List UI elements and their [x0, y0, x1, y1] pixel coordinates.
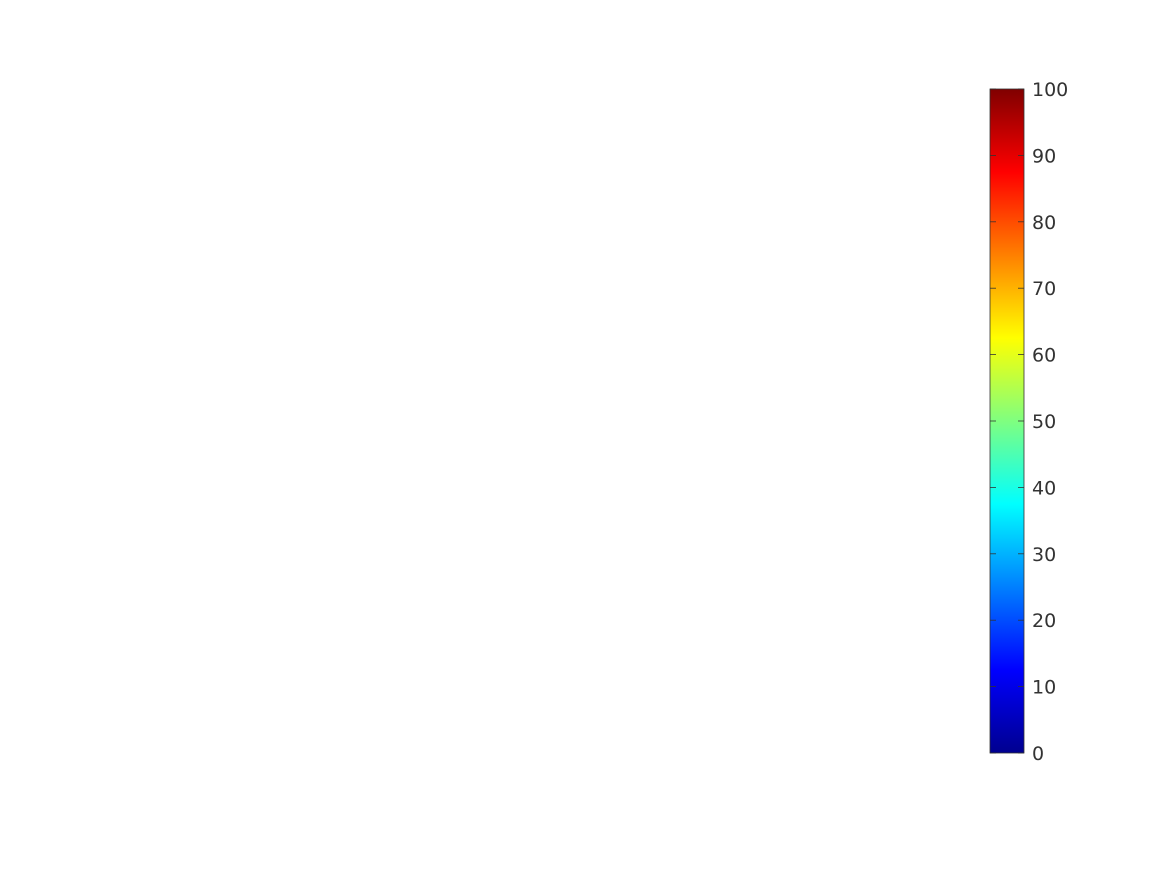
colorbar-label: 70	[1032, 278, 1056, 300]
colorbar: 0 10 20 30 40 50 60 70 80 90 100	[989, 79, 1068, 765]
colorbar-label: 90	[1032, 145, 1056, 167]
colorbar-label: 0	[1032, 743, 1044, 765]
colorbar-label: 10	[1032, 677, 1056, 699]
colorbar-label: 30	[1032, 544, 1056, 566]
colorbar-label: 60	[1032, 345, 1056, 367]
colorbar-label: 40	[1032, 477, 1056, 499]
colorbar-ticks: 0 10 20 30 40 50 60 70 80 90 100	[990, 79, 1068, 765]
colorbar-label: 20	[1032, 610, 1056, 632]
colorbar-label: 80	[1032, 212, 1056, 234]
colorbar-label: 50	[1032, 411, 1056, 433]
colorbar-label: 100	[1032, 79, 1068, 101]
